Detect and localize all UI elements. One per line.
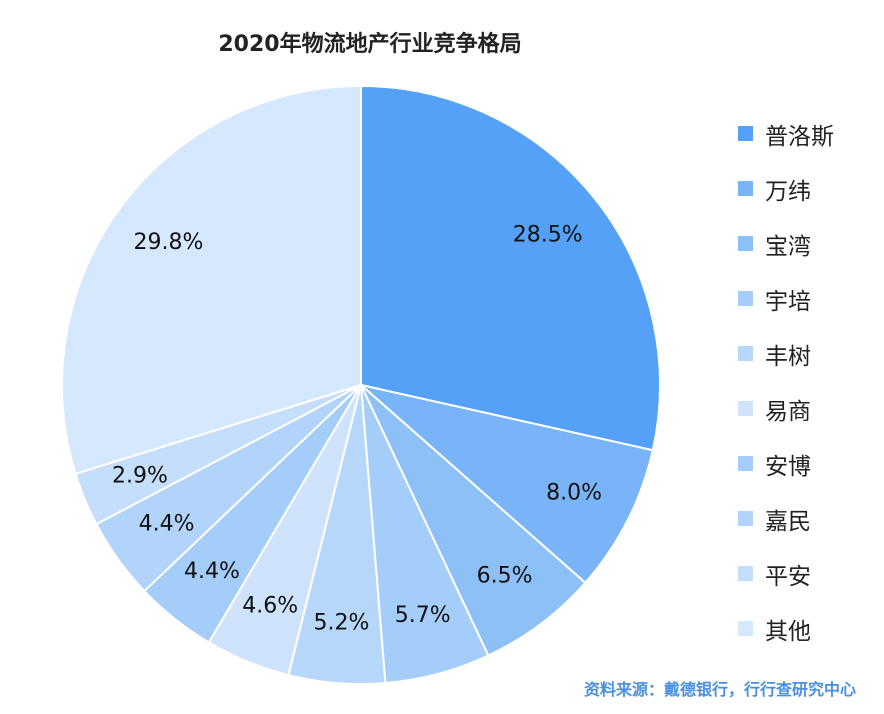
legend-label: 宝湾 xyxy=(765,233,811,260)
slice-value-label: 5.2% xyxy=(314,610,370,635)
legend-swatch xyxy=(738,621,753,636)
legend-item: 宇培 xyxy=(738,271,878,326)
pie-value-labels: 28.5%8.0%6.5%5.7%5.2%4.6%4.4%4.4%2.9%29.… xyxy=(112,222,602,635)
legend-item: 丰树 xyxy=(738,326,878,381)
legend-label: 其他 xyxy=(765,618,811,645)
pie-slice-10 xyxy=(61,84,362,476)
legend-item: 安博 xyxy=(738,436,878,491)
pie-slice-3 xyxy=(360,384,587,657)
legend-label: 普洛斯 xyxy=(765,123,834,150)
slice-value-label: 4.4% xyxy=(184,559,240,584)
legend-swatch xyxy=(738,566,753,581)
slice-value-label: 29.8% xyxy=(133,230,203,255)
pie-chart: 28.5%8.0%6.5%5.7%5.2%4.6%4.4%4.4%2.9%29.… xyxy=(61,84,661,685)
legend-label: 万纬 xyxy=(765,178,811,205)
legend-swatch xyxy=(738,181,753,196)
legend-swatch xyxy=(738,291,753,306)
legend-item: 嘉民 xyxy=(738,491,878,546)
legend-label: 宇培 xyxy=(765,288,811,315)
legend: 普洛斯万纬宝湾宇培丰树易商安博嘉民平安其他 xyxy=(738,106,878,656)
legend-label: 安博 xyxy=(765,453,811,480)
legend-item: 平安 xyxy=(738,546,878,601)
legend-item: 宝湾 xyxy=(738,216,878,271)
legend-label: 嘉民 xyxy=(765,508,811,535)
legend-swatch xyxy=(738,346,753,361)
slice-value-label: 4.6% xyxy=(242,593,298,618)
slice-value-label: 6.5% xyxy=(477,563,533,588)
legend-swatch xyxy=(738,126,753,141)
legend-label: 丰树 xyxy=(765,343,811,370)
legend-swatch xyxy=(738,511,753,526)
legend-item: 易商 xyxy=(738,381,878,436)
chart-title: 2020年物流地产行业竞争格局 xyxy=(218,32,522,57)
pie-slice-2 xyxy=(360,384,654,585)
legend-item: 万纬 xyxy=(738,161,878,216)
legend-swatch xyxy=(738,456,753,471)
legend-label: 易商 xyxy=(765,398,811,425)
slice-value-label: 28.5% xyxy=(513,222,583,247)
pie-slice-1 xyxy=(360,84,661,452)
source-note: 资料来源：戴德银行，行行查研究中心 xyxy=(583,680,856,699)
slice-value-label: 4.4% xyxy=(139,511,195,536)
legend-item: 其他 xyxy=(738,601,878,656)
slice-value-label: 2.9% xyxy=(112,464,168,489)
legend-swatch xyxy=(738,236,753,251)
legend-item: 普洛斯 xyxy=(738,106,878,161)
pie-slices xyxy=(61,84,661,685)
slice-value-label: 8.0% xyxy=(546,481,602,506)
legend-swatch xyxy=(738,401,753,416)
legend-label: 平安 xyxy=(765,563,811,590)
slice-value-label: 5.7% xyxy=(395,603,451,628)
